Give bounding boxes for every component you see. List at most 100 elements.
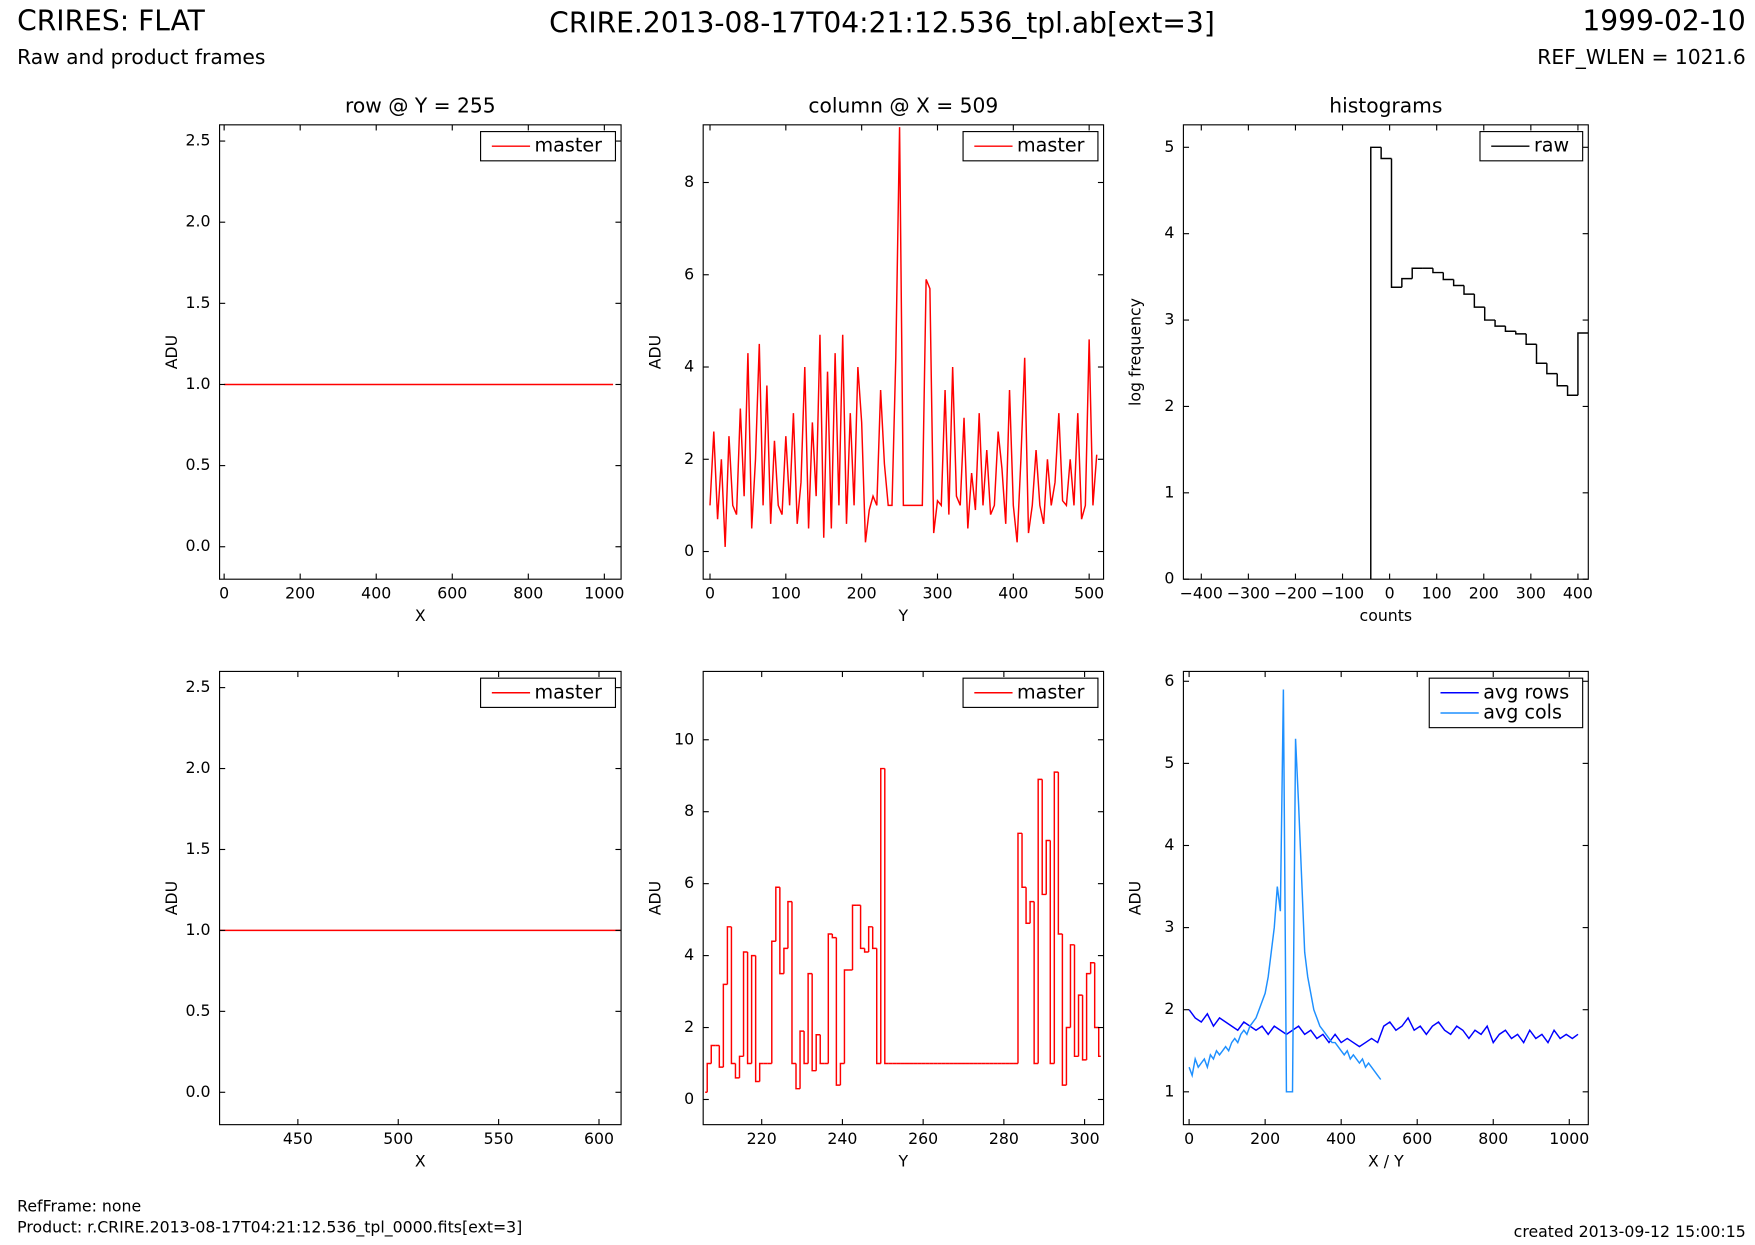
x-tick-label: 240 [827,1129,857,1148]
legend-label: raw [1534,134,1569,157]
x-axis-label: Y [898,1151,909,1170]
step-segment [871,926,877,950]
y-tick-label: 4 [684,945,694,964]
legend-label: avg rows [1483,680,1569,703]
step-segment [851,904,857,970]
step-segment [758,1062,764,1082]
y-tick-label: 6 [1164,671,1174,690]
histogram-bin [1463,285,1475,295]
series-line [709,127,1098,547]
histogram-bin [1370,146,1382,580]
y-tick-label: 0 [684,541,694,560]
x-tick-label: 280 [989,1129,1019,1148]
y-axis-label: ADU [162,335,181,369]
step-segment [884,768,889,1065]
step-segment [1049,840,1055,1065]
x-tick-label: 400 [1563,583,1593,602]
y-tick-label: 0.0 [186,1082,211,1101]
step-segment [706,1062,712,1093]
x-tick-label: 1000 [584,583,624,602]
step-segment [754,955,760,1083]
x-tick-label: 600 [584,1129,614,1148]
histogram-bin [1483,307,1496,321]
step-segment [742,951,748,1057]
step-segment [811,973,817,1072]
step-segment [1069,944,1075,1028]
x-tick-label: 200 [847,583,877,602]
legend: master [962,677,1099,708]
step-segment [710,1044,716,1064]
axes-frame [219,670,622,1126]
histogram-bin [1525,333,1537,345]
ref-wlen: REF_WLEN = 1021.6 [1537,45,1745,69]
step-segment [859,905,865,950]
step-segment [875,948,881,1065]
y-axis-label: ADU [645,335,664,369]
series-line [1188,1009,1579,1048]
y-tick-label: 2.0 [186,758,211,777]
ref-frame: RefFrame: none [17,1196,141,1215]
histogram-bin [1566,385,1578,396]
legend-box [1428,677,1584,729]
step-segment [839,1062,845,1086]
step-segment [1037,778,1043,1064]
y-tick-label: 1.5 [186,293,211,312]
x-tick-label: 300 [922,583,952,602]
y-tick-label: 8 [684,172,694,191]
y-tick-label: 0 [684,1089,694,1108]
y-axis-label: ADU [645,881,664,915]
x-tick-label: 1000 [1549,1129,1589,1148]
axes-frame [702,670,1105,1126]
step-segment [880,767,885,1064]
y-tick-label: 4 [684,357,694,376]
step-segment [827,933,833,1064]
step-segment [1057,772,1063,935]
histogram-bin [1380,147,1392,160]
x-tick-label: −200 [1274,583,1317,602]
plot-area [709,127,1098,547]
legend-label: master [1017,680,1085,703]
plot-area [1370,146,1589,580]
step-segment [726,926,732,985]
x-tick-label: 800 [1478,1129,1508,1148]
step-segment [1089,962,1095,974]
y-axis-label: ADU [162,881,181,915]
y-tick-label: 0.5 [186,1001,211,1020]
x-tick-label: 200 [1250,1129,1280,1148]
x-tick-label: −400 [1180,583,1223,602]
x-tick-label: 600 [1402,1129,1432,1148]
step-segment [803,1031,809,1065]
y-tick-label: 2.5 [186,677,211,696]
step-segment [734,1063,740,1079]
x-tick-label: −100 [1321,583,1364,602]
step-segment [1065,1026,1071,1086]
step-segment [1097,1027,1101,1058]
x-tick-label: 800 [513,583,543,602]
step-segment [791,901,797,1065]
y-tick-label: 10 [674,729,694,748]
y-tick-label: 5 [1164,753,1174,772]
y-tick-label: 6 [684,264,694,283]
x-tick-label: 0 [1385,583,1395,602]
histogram-bin [1390,158,1402,288]
x-tick-label: 300 [1516,583,1546,602]
step-segment [1021,833,1027,888]
y-tick-label: 5 [1164,137,1174,156]
y-tick-label: 1 [1164,482,1174,501]
y-axis-label: log frequency [1126,298,1145,406]
step-segment [815,1034,821,1071]
step-segment [1053,771,1059,1064]
step-segment [819,1034,825,1065]
step-segment [1041,779,1047,896]
histogram-bin [1515,331,1527,335]
step-segment [843,969,849,1064]
x-tick-label: 500 [1074,583,1104,602]
axes-frame [1182,670,1589,1126]
histogram-bin [1577,332,1589,396]
step-segment [722,983,728,1068]
legend-label: master [535,134,603,157]
legend-label: avg cols [1483,701,1562,724]
step-segment [787,900,792,949]
y-tick-label: 2 [1164,396,1174,415]
x-tick-label: 100 [771,583,801,602]
